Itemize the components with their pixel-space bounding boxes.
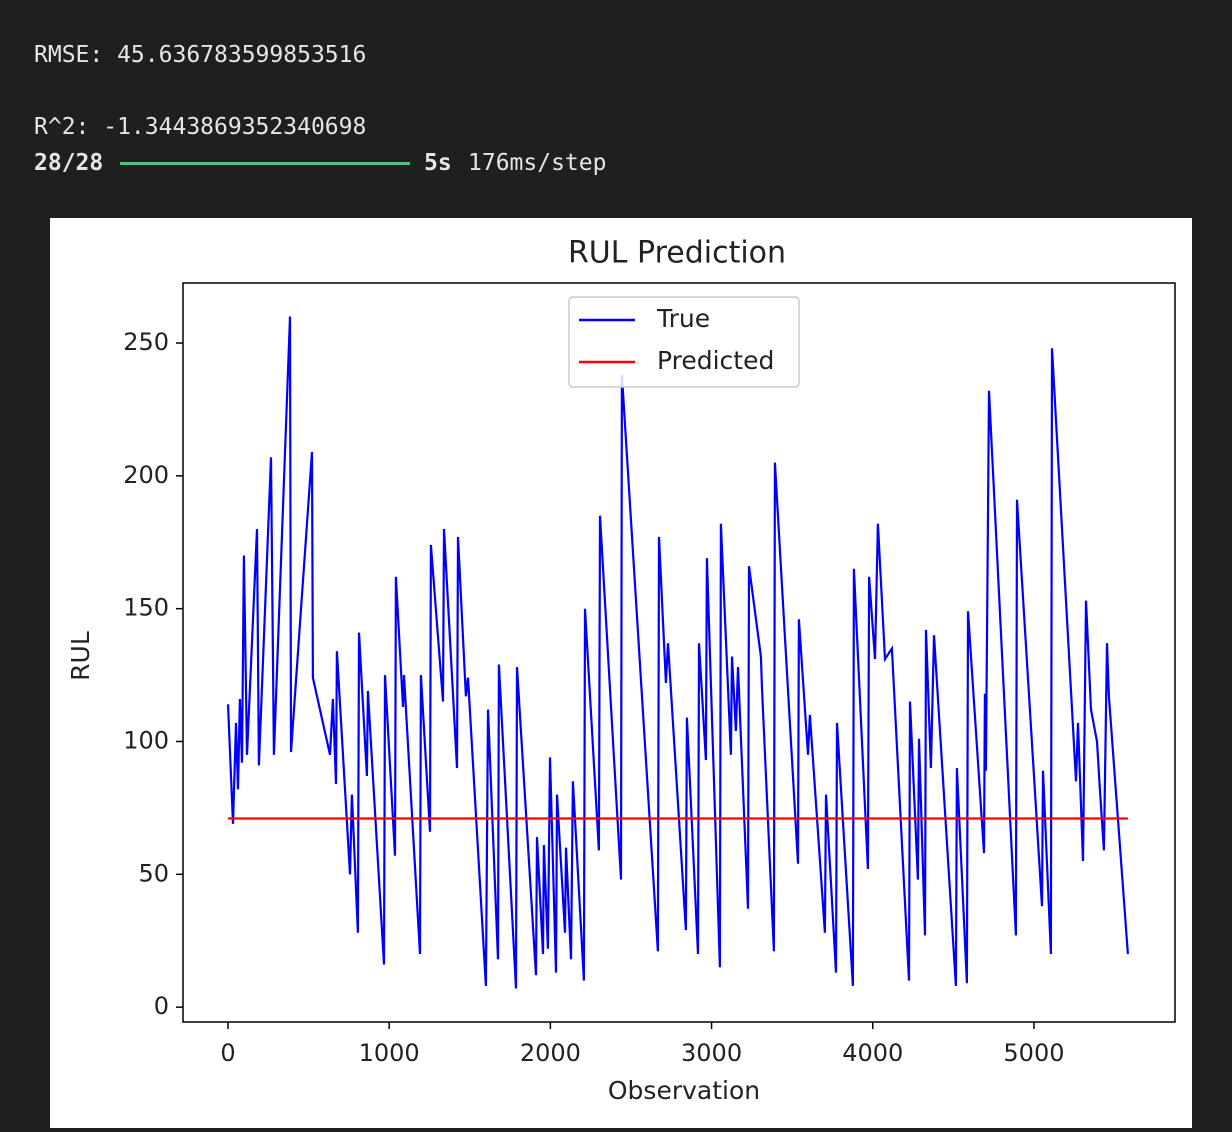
y-tick-label: 0 [154, 992, 169, 1020]
chart-title: RUL Prediction [568, 236, 786, 271]
legend-label: True [656, 304, 710, 333]
x-tick-label: 1000 [359, 1039, 420, 1067]
x-axis-label: Observation [608, 1076, 760, 1105]
y-axis-label: RUL [66, 631, 95, 681]
progress-rate: 176ms/step [468, 150, 607, 176]
progress-time: 5s [424, 150, 452, 176]
rmse-text: RMSE: 45.636783599853516 [34, 42, 367, 68]
plot-frame [182, 282, 1176, 1023]
x-tick-label: 4000 [842, 1039, 903, 1067]
y-tick-label: 50 [138, 859, 169, 887]
x-tick-label: 2000 [520, 1039, 581, 1067]
y-tick-label: 100 [123, 726, 169, 754]
y-tick-label: 250 [123, 328, 169, 356]
legend-label: Predicted [657, 346, 774, 375]
y-tick-label: 200 [123, 461, 169, 489]
progress-count: 28/28 [34, 150, 104, 176]
x-tick-label: 5000 [1003, 1039, 1064, 1067]
x-tick-label: 0 [220, 1039, 235, 1067]
x-tick-label: 3000 [681, 1039, 742, 1067]
progress-bar [120, 162, 410, 165]
chart: RUL Prediction Observation RUL 0 1000 2000… [50, 218, 1192, 1128]
r2-text: R^2: -1.3443869352340698 [34, 114, 367, 140]
series-line [226, 316, 1129, 989]
y-tick-label: 150 [123, 594, 169, 622]
